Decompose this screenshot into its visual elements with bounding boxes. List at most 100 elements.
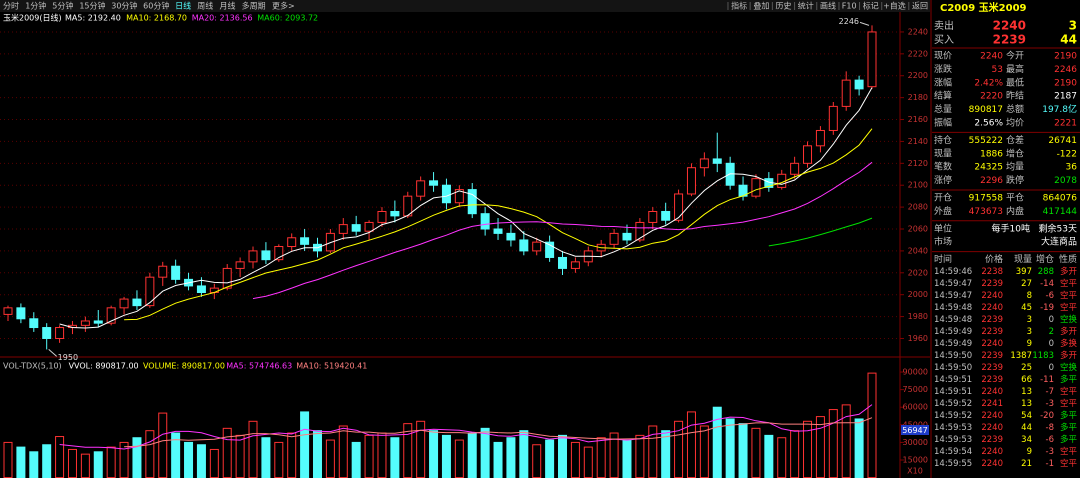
volume-bar	[80, 453, 90, 478]
period-tab[interactable]: 月线	[219, 1, 235, 11]
trade-cell: 2240	[981, 291, 1003, 301]
volume-bar	[132, 437, 142, 478]
trade-cell: 2239	[981, 279, 1003, 289]
candle-body	[854, 79, 864, 90]
tool-button[interactable]: 历史	[776, 1, 792, 11]
stat-value: 197.8亿	[1042, 103, 1077, 115]
tool-button[interactable]: 标记	[863, 1, 879, 11]
y-tick-label: 2160	[908, 115, 928, 124]
volume-bar	[635, 434, 645, 478]
tool-button[interactable]: F10	[842, 2, 857, 11]
trade-cell: 多平	[1060, 410, 1078, 421]
trade-cell: 空平	[1060, 278, 1078, 289]
trade-cell: 14:59:51	[934, 375, 972, 385]
tool-button[interactable]: 画线	[820, 1, 836, 11]
trade-cell: 2240	[981, 339, 1003, 349]
volume-bar	[441, 434, 451, 478]
period-tab[interactable]: 周线	[197, 1, 213, 11]
period-tab[interactable]: 15分钟	[79, 1, 105, 11]
candle-body	[338, 224, 348, 234]
volume-bar	[777, 437, 787, 478]
stat-value: 2190	[1054, 52, 1077, 62]
volume-bar	[725, 418, 735, 478]
stat-label: 内盘	[1006, 205, 1024, 217]
candle-body	[674, 193, 684, 221]
legend-entry: VVOL: 890817.00	[69, 362, 139, 371]
period-tab[interactable]: 分时	[3, 1, 19, 11]
candle-body	[467, 189, 477, 215]
candle-body	[429, 180, 439, 186]
volume-bar	[351, 441, 361, 478]
period-tab[interactable]: 30分钟	[111, 1, 137, 11]
candle-body	[93, 320, 103, 324]
trade-cell: 多开	[1060, 350, 1078, 361]
stat-label: 现量	[934, 148, 952, 159]
legend-entry: VOLUME: 890817.00	[143, 362, 225, 371]
tool-button[interactable]: 指标	[731, 1, 747, 11]
stat-label: 昨结	[1006, 90, 1024, 102]
volume-bar	[764, 434, 774, 478]
book-volume: 44	[1060, 33, 1077, 47]
volume-bar	[570, 441, 580, 478]
volume-bar	[3, 441, 13, 478]
period-tab[interactable]: 60分钟	[143, 1, 169, 11]
stat-label: 跌停	[1006, 174, 1024, 186]
y-tick-label: 1960	[908, 334, 928, 343]
period-tab[interactable]: 更多>	[272, 1, 295, 11]
unit-label: X10	[907, 467, 923, 476]
stat-label: 均价	[1006, 117, 1024, 129]
trade-cell: 45	[1021, 303, 1032, 313]
stat-label: 总额	[1006, 103, 1024, 115]
trade-cell: -14	[1040, 279, 1054, 289]
stat-value: 417144	[1043, 207, 1078, 217]
volume-bar	[93, 451, 103, 478]
trade-cell: 2239	[981, 315, 1003, 325]
tool-button[interactable]: 叠加	[753, 1, 769, 11]
trade-cell: -6	[1046, 435, 1054, 445]
stat-label: 外盘	[934, 205, 952, 217]
period-tab[interactable]: 1分钟	[25, 1, 46, 11]
stat-value: 2190	[1054, 78, 1077, 88]
volume-bar	[828, 409, 838, 478]
trade-cell: 66	[1021, 375, 1032, 385]
stat-value: 24325	[974, 163, 1003, 173]
stat-label: 平仓	[1006, 192, 1024, 204]
stat-value: 2221	[1054, 119, 1077, 129]
period-tab[interactable]: 多周期	[242, 1, 266, 11]
trade-cell: 多换	[1060, 338, 1078, 349]
chart-title: 玉米2009(日线)	[3, 13, 62, 23]
high-annotation: 2246	[839, 17, 859, 26]
candle-body	[55, 327, 65, 339]
candle-body	[287, 237, 297, 248]
period-tab[interactable]: 5分钟	[52, 1, 73, 11]
tool-button[interactable]: +自选	[883, 1, 906, 11]
volume-bar	[145, 430, 155, 478]
y-tick-label: 2020	[908, 268, 928, 277]
high-pointer	[859, 21, 870, 26]
volume-bar	[467, 432, 477, 478]
candle-body	[80, 320, 90, 326]
stat-label: 涨跌	[934, 64, 952, 75]
period-tab[interactable]: 日线	[175, 1, 191, 11]
tool-button[interactable]: 返回	[912, 2, 928, 11]
trade-cell: 2240	[981, 387, 1003, 397]
volume-bar	[377, 432, 387, 478]
trade-cell: 27	[1021, 279, 1032, 289]
trade-cell: 多开	[1060, 266, 1078, 277]
trade-cell: 2239	[981, 363, 1003, 373]
stat-value: 2240	[980, 52, 1003, 62]
y-tick-label: 2060	[908, 225, 928, 234]
volume-bar	[532, 444, 542, 478]
trade-cell: -3	[1046, 399, 1054, 409]
trade-cell: 21	[1021, 459, 1032, 469]
volume-bar	[815, 416, 825, 478]
volume-bar	[583, 446, 593, 478]
y-tick-label: 90000	[903, 368, 928, 377]
trade-cell: 2240	[981, 447, 1003, 457]
stat-label: 总量	[934, 103, 952, 115]
candle-body	[16, 307, 26, 320]
tool-button[interactable]: 统计	[798, 1, 814, 11]
trade-cell: 14:59:47	[934, 279, 972, 289]
trade-cell: 2240	[981, 303, 1003, 313]
volume-bar	[686, 411, 696, 478]
